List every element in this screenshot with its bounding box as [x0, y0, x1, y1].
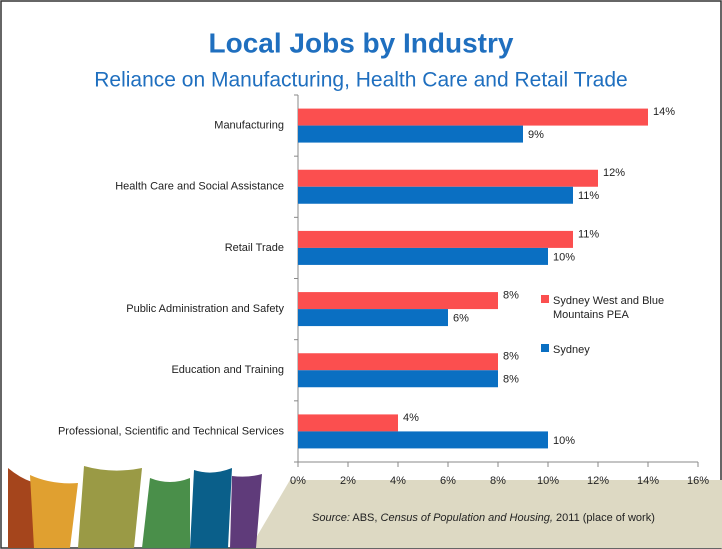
chart-title: Local Jobs by Industry [209, 27, 514, 58]
bar [298, 230, 573, 248]
bar [298, 186, 573, 204]
x-tick-label: 2% [340, 475, 356, 487]
value-label: 12% [603, 167, 625, 179]
value-label: 4% [403, 412, 419, 424]
value-label: 10% [553, 435, 575, 447]
x-tick-label: 8% [490, 475, 506, 487]
x-tick-label: 16% [687, 475, 709, 487]
bar [298, 169, 598, 187]
legend-label: Sydney [553, 344, 590, 356]
value-label: 6% [453, 312, 469, 324]
decor [78, 466, 142, 548]
x-tick-label: 12% [587, 475, 609, 487]
value-label: 8% [503, 289, 519, 301]
bar [298, 125, 523, 143]
value-label: 11% [578, 228, 599, 240]
decor [30, 475, 78, 548]
decor [230, 474, 262, 548]
bar [298, 292, 498, 310]
source-text: 2011 (place of work) [556, 512, 655, 524]
source-text: ABS, [352, 512, 378, 524]
bar [298, 370, 498, 388]
x-tick-label: 4% [390, 475, 406, 487]
decor [142, 478, 190, 548]
decor [190, 468, 232, 548]
value-label: 8% [503, 351, 519, 363]
chart-subtitle: Reliance on Manufacturing, Health Care a… [94, 69, 627, 92]
value-label: 11% [578, 190, 599, 202]
value-label: 14% [653, 106, 675, 118]
value-label: 9% [528, 129, 544, 141]
bar [298, 414, 398, 432]
y-tick-label: Public Administration and Safety [126, 303, 284, 315]
value-label: 8% [503, 374, 519, 386]
y-tick-label: Professional, Scientific and Technical S… [58, 425, 285, 437]
source-title: Census of Population and Housing, [380, 512, 553, 524]
bar [298, 431, 548, 449]
x-tick-label: 14% [637, 475, 659, 487]
bar [298, 309, 448, 327]
source-label: Source: [312, 512, 350, 524]
source-note: Source: ABS, Census of Population and Ho… [312, 512, 655, 524]
bar [298, 353, 498, 371]
x-tick-label: 6% [440, 475, 456, 487]
y-tick-label: Manufacturing [214, 119, 284, 131]
bar [298, 247, 548, 265]
y-tick-label: Education and Training [171, 364, 284, 376]
legend-swatch [541, 344, 549, 352]
decor-band [250, 480, 722, 548]
y-tick-label: Health Care and Social Assistance [115, 181, 284, 193]
legend-swatch [541, 295, 549, 303]
x-tick-label: 0% [290, 475, 306, 487]
y-tick-label: Retail Trade [225, 242, 284, 254]
legend-label: Sydney West and Blue Mountains PEA [553, 295, 665, 321]
bar [298, 108, 648, 126]
value-label: 10% [553, 251, 575, 263]
x-tick-label: 10% [537, 475, 559, 487]
